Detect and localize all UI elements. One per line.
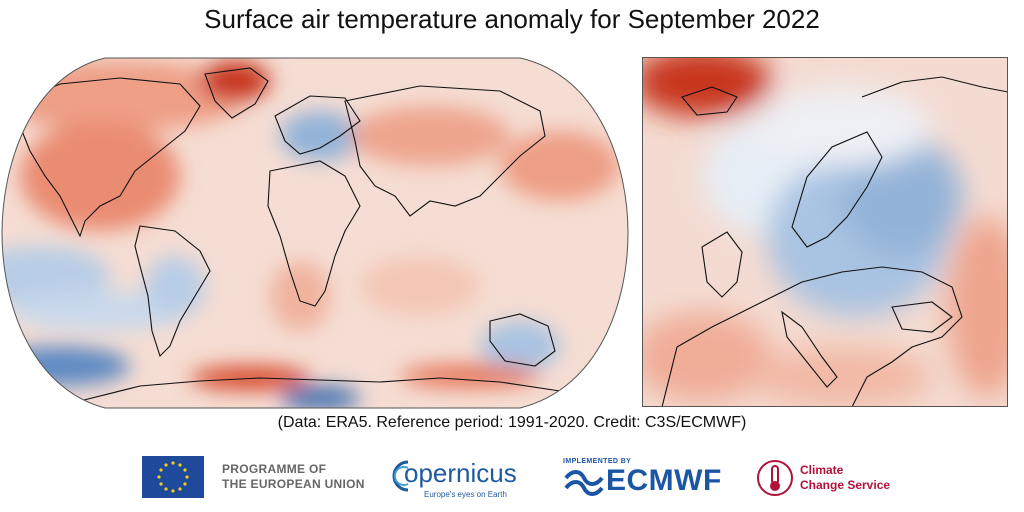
eu-programme-label: PROGRAMME OF THE EUROPEAN UNION: [222, 462, 365, 492]
eu-line1: PROGRAMME OF: [222, 462, 327, 476]
coast-iceland: [681, 86, 738, 116]
coast-north-america: [19, 77, 201, 238]
eu-anomaly-east-warm: [947, 217, 1008, 397]
globe-outline: [1, 57, 629, 409]
anomaly-south-america-cool: [145, 256, 205, 316]
ecmwf-waves-icon: [564, 470, 604, 496]
anomaly-north-atlantic-cool: [280, 111, 360, 161]
c3s-thermometer-icon: [757, 460, 793, 496]
europe-frame: [642, 57, 1008, 407]
europe-anomaly-map: [642, 57, 1008, 407]
coast-australia: [489, 313, 556, 367]
anomaly-north-america: [20, 121, 180, 231]
anomaly-tropical-pacific: [10, 291, 190, 331]
anomaly-siberia: [350, 106, 510, 166]
eu-anomaly-iberia-warm: [642, 312, 772, 402]
coast-africa: [267, 160, 361, 307]
eu-anomaly-iceland-warm: [642, 57, 772, 117]
footer-logos: PROGRAMME OF THE EUROPEAN UNION opernicu…: [0, 452, 1024, 504]
coast-scandinavia: [791, 131, 883, 248]
ecmwf-wordmark: ECMWF: [606, 464, 722, 497]
anomaly-australia-cool: [480, 321, 560, 371]
copernicus-tagline: Europe's eyes on Earth: [424, 490, 507, 499]
world-anomaly-map: [1, 57, 629, 409]
coast-mainland-europe: [661, 266, 963, 407]
c3s-line1: Climate: [800, 463, 844, 477]
anomaly-antarctic-cool: [280, 386, 360, 408]
coast-british-isles: [701, 231, 743, 298]
eu-anomaly-east-cool: [842, 137, 962, 257]
coast-greenland: [204, 67, 269, 119]
c3s-label: Climate Change Service: [800, 463, 890, 493]
anomaly-antarctic-warm-east: [400, 364, 540, 388]
eu-line2: THE EUROPEAN UNION: [222, 477, 365, 491]
chart-title: Surface air temperature anomaly for Sept…: [204, 4, 820, 34]
eu-flag-stars: [157, 461, 189, 493]
coast-black-sea: [891, 301, 953, 333]
eu-flag-icon: [142, 456, 204, 498]
coast-asia: [344, 85, 546, 217]
coast-europe: [274, 95, 361, 155]
c3s-line2: Change Service: [800, 478, 891, 492]
copernicus-c-icon: [392, 460, 409, 492]
coast-south-america: [134, 225, 211, 358]
europe-coastlines: [661, 76, 1008, 407]
coast-antarctica: [79, 377, 601, 402]
anomaly-greenland: [200, 61, 270, 101]
eu-anomaly-med-warm: [752, 347, 932, 407]
anomaly-africa-warm: [270, 261, 330, 331]
ecmwf-implemented-label: IMPLEMENTED BY: [563, 458, 632, 465]
world-coastlines: [19, 67, 601, 402]
anomaly-indian-ocean: [360, 256, 480, 316]
credit-text: (Data: ERA5. Reference period: 1991-2020…: [277, 414, 747, 431]
copernicus-wordmark: opernicus: [404, 458, 517, 488]
coast-italy: [781, 310, 838, 388]
anomaly-north-pacific: [500, 131, 620, 201]
eu-anomaly-scandinavia-neutral: [752, 87, 932, 167]
coast-north-russia: [861, 76, 1008, 98]
